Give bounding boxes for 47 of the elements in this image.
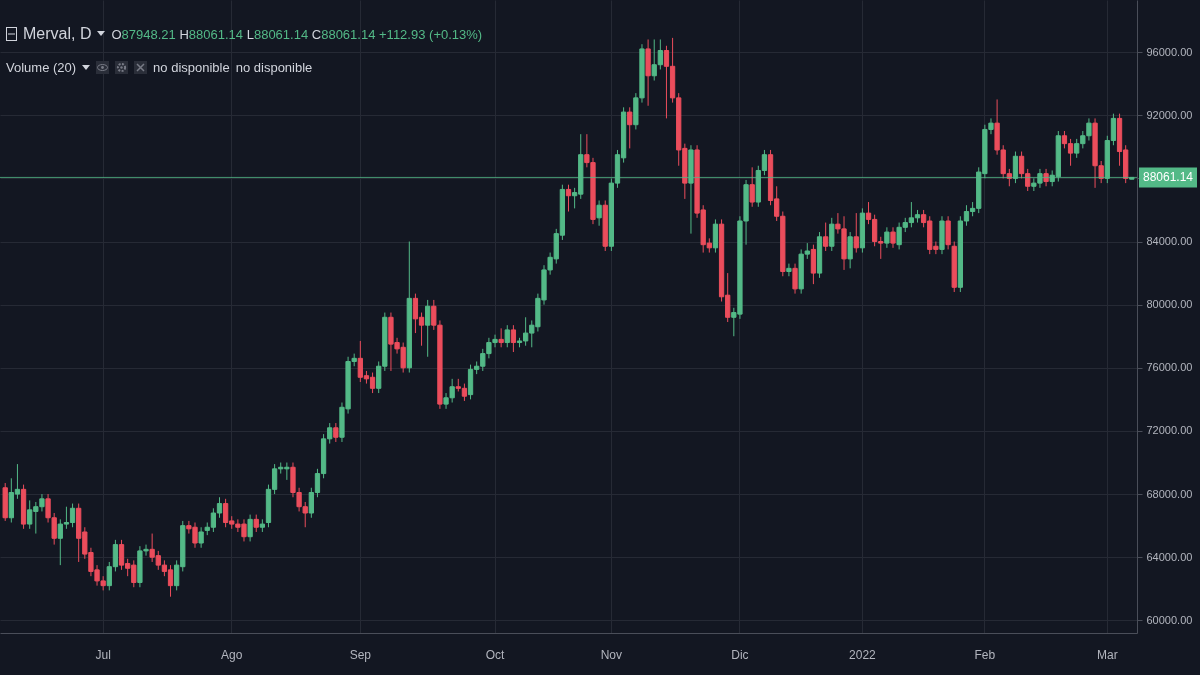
- candlestick: [823, 222, 829, 252]
- candlestick: [504, 324, 510, 348]
- y-tick-label: 96000.00: [1146, 45, 1193, 58]
- candlestick: [884, 226, 890, 249]
- y-tick-label: 60000.00: [1146, 613, 1193, 626]
- x-tick-label: Jul: [95, 647, 111, 662]
- candlestick: [247, 514, 253, 542]
- annotation: Volume (20): [6, 60, 77, 75]
- y-tick-label: 72000.00: [1146, 424, 1193, 437]
- y-tick-label: 64000.00: [1146, 550, 1193, 563]
- candlestick: [498, 327, 504, 348]
- candlestick: [792, 263, 798, 295]
- candlestick: [565, 184, 572, 213]
- y-tick-label: 76000.00: [1146, 361, 1193, 374]
- text: Merval, D: [23, 25, 92, 42]
- candlestick: [890, 226, 896, 249]
- annotation: no disponible: [153, 60, 230, 75]
- candlestick: [1043, 168, 1049, 187]
- candlestick: [712, 218, 719, 254]
- candlestick: [198, 526, 204, 549]
- candlestick: [829, 217, 835, 252]
- candlestick: [810, 244, 817, 285]
- x-tick-label: Oct: [485, 647, 506, 662]
- x-tick-label: Feb: [974, 647, 996, 662]
- x-tick-label: Nov: [600, 647, 623, 662]
- candlestick: [627, 106, 633, 149]
- candlestick: [853, 212, 859, 254]
- x-tick-label: Ago: [221, 647, 243, 662]
- ref-line-label: 88061.14: [1142, 170, 1194, 185]
- candlestick: [333, 422, 339, 443]
- annotation: no disponible: [235, 60, 313, 75]
- y-tick-label: 68000.00: [1146, 487, 1193, 500]
- candlestick: [786, 263, 792, 277]
- candlestick: [847, 231, 853, 269]
- candlestick: [596, 199, 602, 227]
- candlestick: [749, 166, 755, 208]
- y-tick-label: 80000.00: [1146, 298, 1193, 311]
- candlestick: [425, 299, 431, 358]
- candlestick: [510, 324, 517, 353]
- x-tick-label: Mar: [1096, 647, 1118, 662]
- candlestick: [945, 215, 951, 250]
- text: O87948.21 H88061.14 L88061.14 C88061.14 +112.93 (+0.13%): [111, 26, 483, 42]
- x-tick-label: Sep: [349, 647, 372, 662]
- y-tick-label: 84000.00: [1146, 235, 1193, 248]
- x-tick-label: Dic: [731, 647, 749, 662]
- y-tick-label: 92000.00: [1146, 108, 1193, 121]
- x-tick-label: 2022: [849, 647, 877, 662]
